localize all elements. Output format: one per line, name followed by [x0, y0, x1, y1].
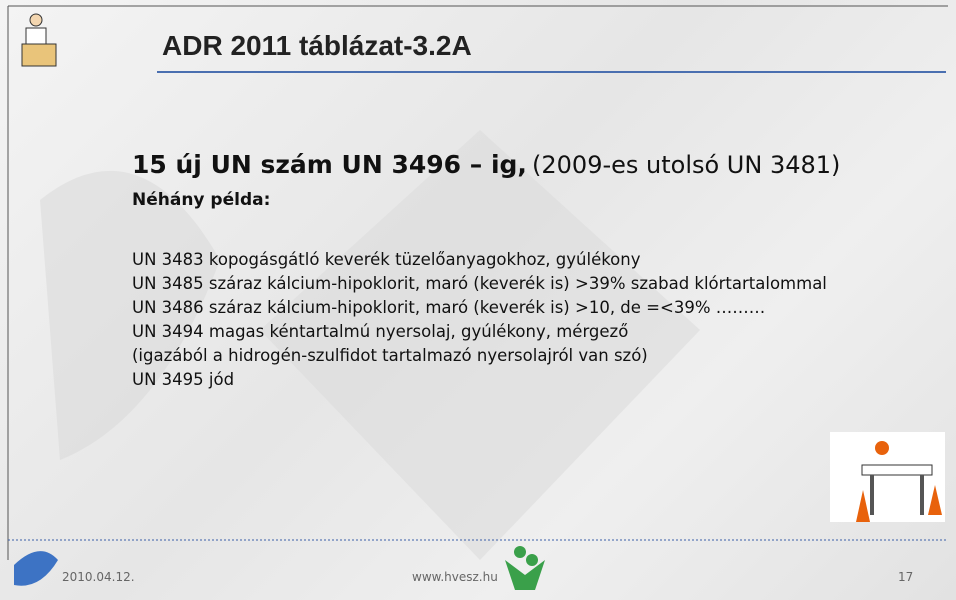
page-number: 17 [898, 570, 913, 584]
roadwork-icon [830, 432, 945, 522]
slide-title: ADR 2011 táblázat-3.2A [162, 30, 472, 62]
example-line: UN 3483 kopogásgátló keverék tüzelőanyag… [132, 250, 641, 269]
example-line: UN 3494 magas kéntartalmú nyersolaj, gyú… [132, 322, 628, 341]
example-line: UN 3495 jód [132, 370, 234, 389]
logo-left [14, 551, 58, 586]
heading: 15 új UN szám UN 3496 – ig, (2009-es uto… [132, 150, 840, 179]
logo-center [505, 546, 545, 590]
example-line: UN 3486 száraz kálcium-hipoklorit, maró … [132, 298, 765, 317]
speaker-icon [22, 14, 56, 66]
heading-normal: (2009-es utolsó UN 3481) [532, 151, 840, 179]
slide: ADR 2011 táblázat-3.2A 15 új UN szám UN … [0, 0, 956, 600]
heading-bold: 15 új UN szám UN 3496 – ig, [132, 150, 527, 179]
footer-url: www.hvesz.hu [412, 570, 498, 584]
subheading: Néhány példa: [132, 190, 270, 210]
example-line: (igazából a hidrogén-szulfidot tartalmaz… [132, 346, 648, 365]
example-line: UN 3485 száraz kálcium-hipoklorit, maró … [132, 274, 827, 293]
footer-date: 2010.04.12. [62, 570, 135, 584]
